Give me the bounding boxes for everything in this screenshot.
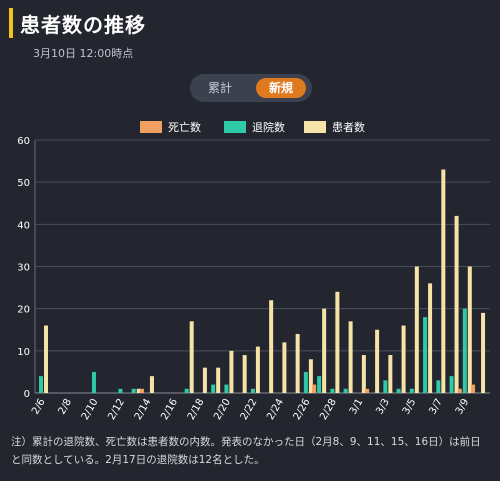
- bar-patients: [282, 342, 287, 393]
- bar-patients: [202, 367, 207, 393]
- x-tick-label: 2/8: [57, 397, 75, 416]
- bar-discharged: [250, 388, 255, 393]
- bar-patients: [269, 300, 274, 393]
- bar-patients: [388, 355, 393, 393]
- y-tick-label: 40: [17, 220, 30, 231]
- bar-discharged: [423, 317, 428, 393]
- bar-patients: [44, 325, 48, 393]
- y-tick-label: 10: [17, 347, 30, 358]
- bar-discharged: [224, 384, 229, 393]
- bar-discharged: [131, 388, 136, 393]
- x-tick-label: 3/9: [454, 397, 472, 416]
- bar-patients: [149, 376, 154, 393]
- x-tick-label: 2/16: [159, 397, 180, 422]
- toggle-new[interactable]: 新規: [256, 78, 306, 98]
- legend-item-deaths[interactable]: 死亡数: [140, 119, 201, 135]
- bar-patients: [255, 346, 260, 393]
- bar-patients: [401, 325, 406, 393]
- bar-patients: [454, 215, 459, 393]
- x-tick-label: 3/1: [348, 397, 366, 416]
- y-tick-label: 20: [17, 305, 30, 316]
- bar-discharged: [303, 371, 308, 393]
- bar-discharged: [383, 380, 388, 393]
- bar-patients: [242, 355, 247, 393]
- x-tick-label: 2/18: [186, 397, 207, 422]
- y-tick-label: 0: [24, 389, 30, 400]
- bar-discharged: [91, 371, 96, 393]
- bar-discharged: [184, 388, 189, 393]
- legend-item-patients[interactable]: 患者数: [304, 119, 365, 135]
- legend-swatch-patients: [304, 121, 326, 133]
- bar-discharged: [436, 380, 441, 393]
- timestamp: 3月10日 12:00時点: [33, 47, 134, 60]
- bar-patients: [189, 321, 194, 393]
- x-tick-label: 2/14: [133, 397, 154, 422]
- x-tick-label: 3/5: [401, 397, 419, 416]
- bar-deaths: [457, 388, 462, 393]
- x-tick-label: 2/10: [80, 397, 101, 422]
- bar-patients: [308, 359, 313, 393]
- x-tick-label: 3/7: [427, 397, 445, 416]
- x-tick-label: 2/6: [30, 397, 48, 416]
- bar-discharged: [449, 376, 454, 393]
- bar-patients: [428, 283, 433, 393]
- x-tick-label: 2/24: [265, 397, 286, 422]
- x-tick-label: 2/22: [239, 397, 260, 422]
- bar-patients: [414, 266, 419, 393]
- x-tick-label: 2/28: [318, 397, 339, 422]
- y-tick-label: 50: [17, 178, 30, 189]
- legend-swatch-discharged: [224, 121, 246, 133]
- bar-patients: [375, 329, 380, 393]
- y-tick-label: 30: [17, 263, 30, 274]
- bar-discharged: [396, 388, 401, 393]
- bar-discharged: [343, 388, 348, 393]
- bar-deaths: [471, 384, 476, 393]
- chart-legend: 死亡数 退院数 患者数: [0, 119, 500, 135]
- x-tick-label: 2/26: [292, 397, 313, 422]
- bar-discharged: [330, 388, 335, 393]
- footnote: 注）累計の退院数、死亡数は患者数の内数。発表のなかった日（2月8、9、11、15…: [11, 436, 481, 466]
- bar-deaths: [139, 388, 144, 393]
- legend-item-discharged[interactable]: 退院数: [224, 119, 285, 135]
- legend-label-patients: 患者数: [332, 121, 365, 134]
- bar-patients: [322, 308, 327, 393]
- bar-discharged: [317, 376, 322, 393]
- bar-patients: [229, 350, 234, 393]
- bar-patients: [441, 169, 446, 393]
- x-tick-label: 2/20: [212, 397, 233, 422]
- bar-patients: [481, 312, 486, 393]
- legend-label-deaths: 死亡数: [168, 121, 201, 134]
- page-title: 患者数の推移: [20, 13, 146, 37]
- bar-patients: [335, 291, 340, 393]
- bar-patients: [348, 321, 353, 393]
- bar-patients: [467, 266, 472, 393]
- bar-discharged: [118, 388, 123, 393]
- toggle-cumulative[interactable]: 累計: [207, 81, 232, 95]
- bar-discharged: [39, 376, 43, 393]
- legend-label-discharged: 退院数: [252, 121, 285, 134]
- bar-deaths: [365, 388, 370, 393]
- bar-patients: [136, 388, 141, 393]
- bar-discharged: [409, 388, 414, 393]
- bar-discharged: [462, 308, 467, 393]
- bar-patients: [361, 355, 366, 393]
- bar-discharged: [211, 384, 216, 393]
- legend-swatch-deaths: [140, 121, 162, 133]
- view-toggle[interactable]: 累計 新規: [190, 74, 312, 102]
- bar-patients: [216, 367, 221, 393]
- y-tick-label: 60: [17, 136, 30, 147]
- bar-patients: [295, 333, 300, 393]
- x-tick-label: 3/3: [374, 397, 392, 416]
- bar-deaths: [312, 384, 317, 393]
- title-accent-bar: [9, 8, 13, 38]
- x-tick-label: 2/12: [106, 397, 127, 422]
